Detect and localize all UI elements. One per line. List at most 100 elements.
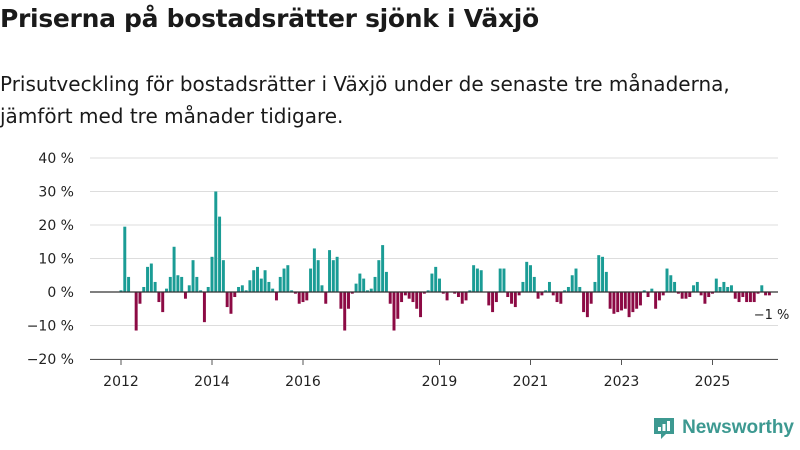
data-bar: [741, 292, 745, 298]
data-bar: [415, 292, 419, 309]
data-bar: [202, 292, 206, 323]
data-bar: [274, 292, 278, 301]
data-bar: [381, 245, 385, 292]
data-bar: [335, 256, 339, 292]
data-bar: [521, 281, 525, 292]
x-tick-label: 2023: [604, 374, 640, 390]
data-bar: [377, 260, 381, 292]
data-bar: [343, 292, 347, 331]
data-bar: [752, 292, 756, 303]
data-bar: [229, 292, 233, 314]
data-bar: [214, 191, 218, 292]
data-bar: [544, 290, 548, 292]
data-bar: [252, 270, 256, 292]
data-bar: [388, 292, 392, 304]
data-bar: [434, 266, 438, 293]
data-bar: [764, 292, 768, 296]
data-bar: [278, 276, 282, 292]
data-bar: [244, 290, 248, 292]
data-bar: [362, 278, 366, 292]
data-bar: [142, 286, 146, 292]
data-bar: [475, 268, 479, 292]
data-bar: [373, 276, 377, 292]
data-bar: [430, 273, 434, 292]
data-bar: [149, 263, 153, 292]
x-tick-label: 2025: [695, 374, 731, 390]
x-tick-label: 2012: [103, 374, 139, 390]
data-bar: [726, 286, 730, 292]
data-bar: [157, 292, 161, 303]
bar-chart: −20 % −10 % 0 % 10 % 20 % 30 % 40 % 2012 2014 201…: [27, 151, 790, 390]
data-bar: [316, 260, 320, 292]
data-bar: [392, 292, 396, 331]
data-bar: [286, 265, 290, 292]
data-bar: [623, 292, 627, 309]
data-bar: [339, 292, 343, 309]
data-bar: [620, 292, 623, 311]
data-bar: [369, 288, 373, 292]
data-bar: [271, 288, 275, 292]
data-bar: [453, 292, 457, 294]
data-bar: [237, 286, 241, 292]
data-bar: [320, 285, 324, 292]
chart-title: Priserna på bostadsrätter sjönk i Växjö: [0, 4, 539, 33]
data-bar: [714, 278, 718, 292]
data-bar: [517, 292, 521, 296]
data-bar: [195, 276, 199, 292]
data-bar: [491, 292, 495, 313]
data-bar: [267, 281, 271, 292]
data-bar: [699, 292, 703, 296]
data-bar: [676, 292, 680, 294]
data-bar: [638, 292, 642, 306]
brand-logo[interactable]: Newsworthy: [652, 416, 794, 440]
data-bar: [612, 292, 616, 314]
data-bar: [438, 278, 441, 292]
data-bar: [589, 292, 593, 304]
data-bar: [582, 292, 586, 313]
data-bar: [551, 292, 555, 296]
data-bar: [529, 265, 532, 292]
data-bar: [695, 281, 699, 292]
data-bar: [547, 281, 551, 292]
data-bar: [138, 292, 142, 304]
data-bar: [146, 266, 150, 293]
data-bar: [309, 268, 313, 292]
data-bar: [123, 226, 127, 292]
data-bar: [365, 290, 369, 292]
data-bar: [729, 285, 733, 292]
data-bar: [464, 292, 468, 301]
data-bar: [646, 292, 650, 298]
data-bar: [240, 285, 244, 292]
data-bar: [692, 285, 696, 292]
data-bar: [532, 276, 536, 292]
data-bar: [191, 260, 195, 292]
data-bar: [358, 273, 362, 292]
data-bar: [608, 292, 612, 309]
data-bar: [703, 292, 707, 304]
y-tick-label: 40 %: [38, 151, 74, 167]
data-bar: [657, 292, 661, 301]
x-tick-label: 2014: [194, 374, 230, 390]
data-bar: [305, 292, 309, 301]
data-bar: [168, 276, 172, 292]
data-bar: [498, 268, 502, 292]
data-bar: [331, 260, 335, 292]
data-bar: [172, 246, 176, 292]
data-bar: [422, 292, 426, 294]
data-bar: [301, 292, 305, 303]
data-bar: [760, 285, 764, 292]
data-bar: [180, 276, 184, 292]
data-bar: [259, 278, 263, 292]
data-bar: [187, 285, 191, 292]
data-bar: [525, 261, 529, 292]
data-bar: [502, 268, 506, 292]
data-bar: [210, 256, 214, 292]
data-bar: [756, 292, 760, 294]
data-bar: [506, 292, 510, 298]
data-bar: [616, 292, 620, 313]
data-bar: [411, 292, 415, 303]
x-tick-label: 2016: [285, 374, 321, 390]
data-bar: [510, 292, 514, 304]
data-bar: [642, 290, 646, 292]
data-bar: [654, 292, 658, 309]
